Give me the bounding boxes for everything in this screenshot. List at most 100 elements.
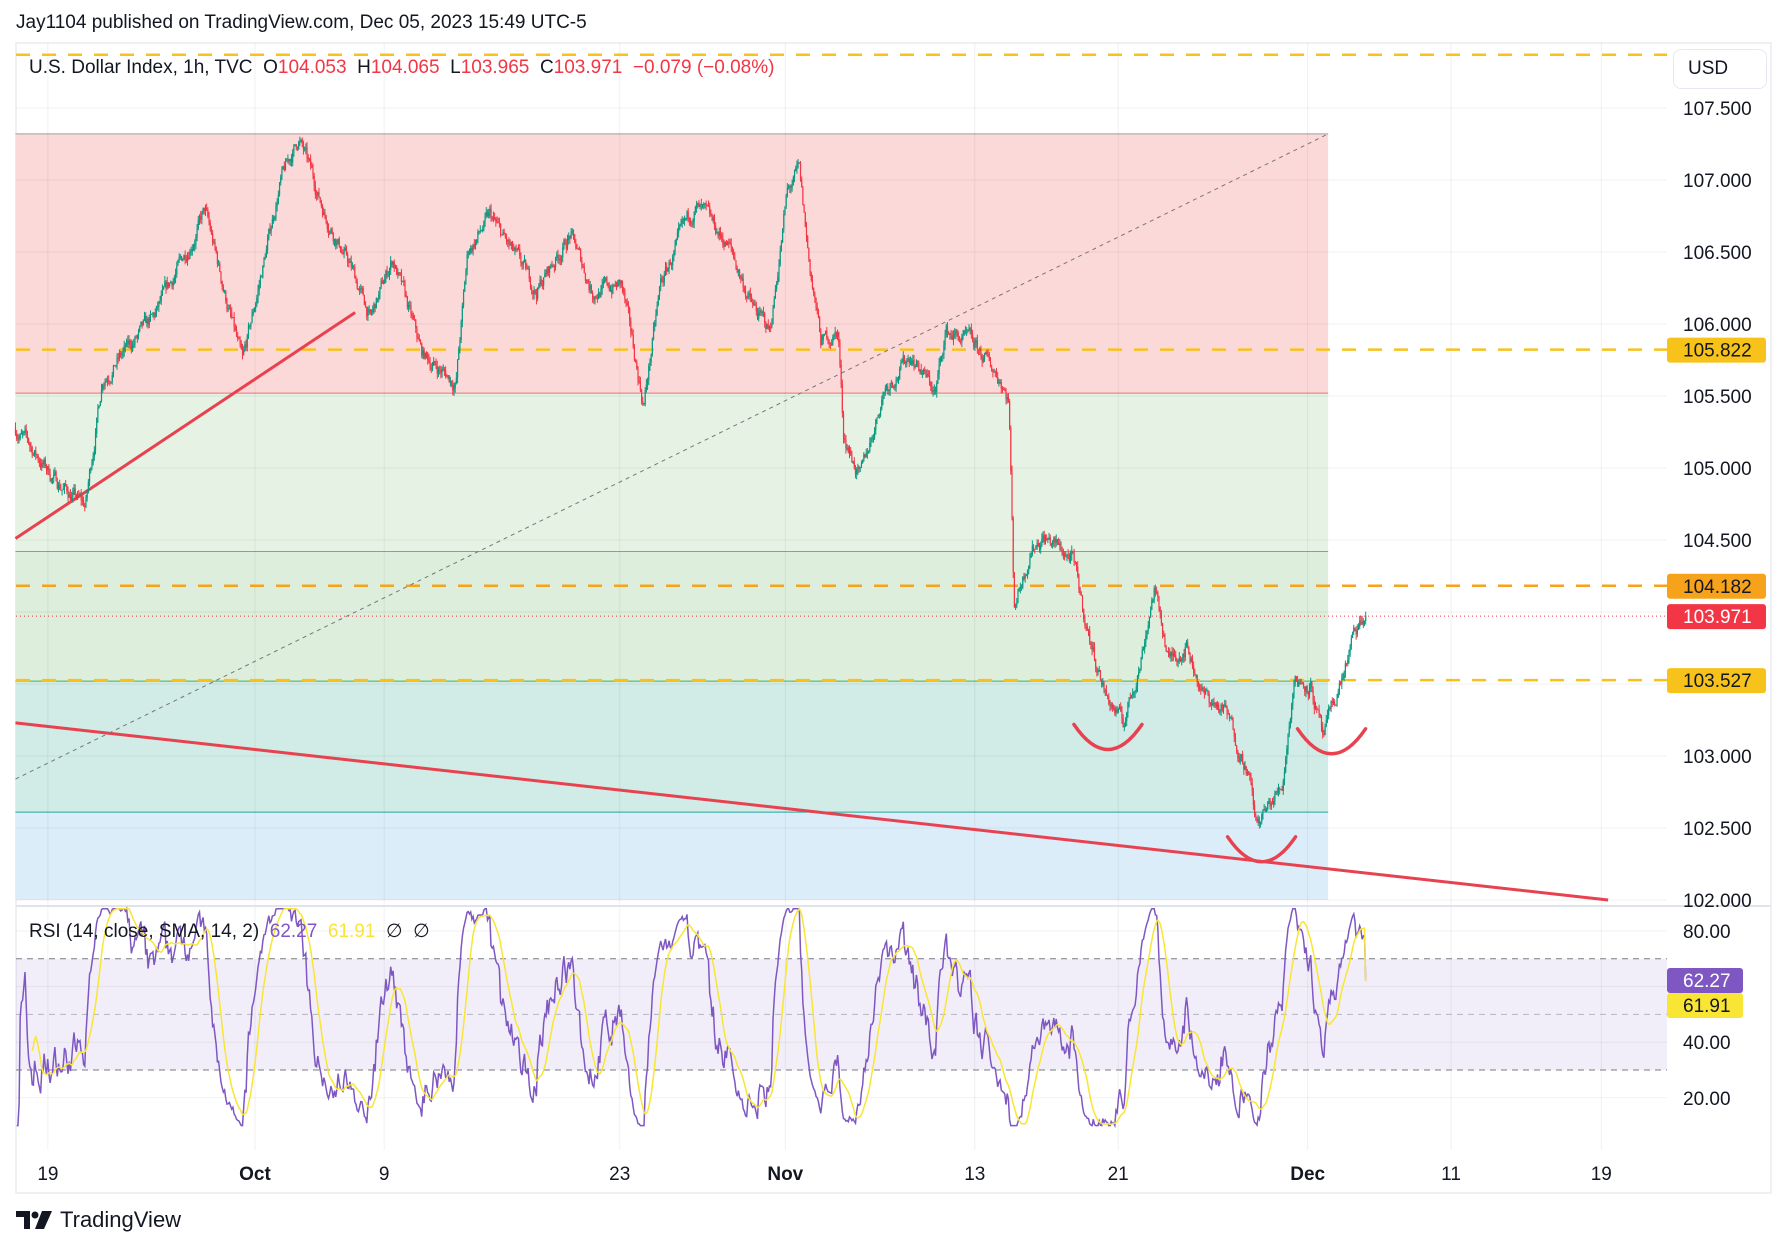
- candle-body: [441, 370, 443, 373]
- candle-body: [154, 313, 156, 317]
- candle-body: [1197, 682, 1200, 686]
- candle-body: [607, 282, 609, 287]
- price-level-badge[interactable]: [1667, 573, 1766, 599]
- fib-zone[interactable]: [15, 681, 1329, 813]
- candle-body: [834, 331, 836, 334]
- candle-body: [411, 313, 413, 317]
- candle-body: [60, 488, 62, 491]
- candle-body: [707, 205, 710, 207]
- candle-body: [272, 218, 275, 220]
- candle-body: [666, 267, 668, 272]
- candle-body: [183, 255, 185, 260]
- smile-arc-drawing[interactable]: [1072, 722, 1144, 752]
- candle-body: [658, 286, 661, 296]
- candle-body: [415, 319, 417, 329]
- candle-body: [1268, 800, 1270, 802]
- candle-body: [216, 252, 219, 264]
- candle-body: [1336, 697, 1338, 705]
- candle-body: [946, 325, 949, 334]
- candle-body: [468, 251, 471, 253]
- candle-body: [147, 319, 149, 325]
- candle-body: [949, 333, 951, 335]
- time-tick-label: 19: [1591, 1164, 1612, 1185]
- fib-zone[interactable]: [15, 812, 1329, 900]
- candle-body: [667, 269, 669, 272]
- candle-body: [866, 452, 869, 454]
- axes[interactable]: 107.500 107.000 106.500 106.000 105.500 105.0…: [37, 99, 1766, 1185]
- candle-body: [854, 467, 857, 475]
- change-value: −0.079 (−0.08%): [632, 57, 775, 78]
- candle-body: [777, 276, 779, 284]
- price-level-badge[interactable]: [1667, 668, 1766, 694]
- candle-body: [159, 300, 161, 302]
- price-tick-label: 103.000: [1683, 747, 1752, 768]
- candle-body: [819, 317, 821, 332]
- candle-body: [721, 234, 723, 238]
- candle-body: [756, 311, 759, 319]
- candle-body: [1251, 782, 1253, 792]
- fib-retracement[interactable]: [15, 133, 1329, 900]
- candle-body: [116, 357, 118, 366]
- candle-body: [336, 243, 338, 246]
- candle-body: [348, 262, 350, 264]
- price-level-badge[interactable]: [1667, 337, 1766, 363]
- candle-body: [167, 282, 170, 286]
- candle-body: [110, 381, 112, 383]
- candle-body: [1147, 625, 1149, 631]
- candle-body: [1239, 756, 1241, 762]
- candle-body: [1097, 671, 1099, 673]
- tradingview-logo[interactable]: TradingView: [16, 1207, 181, 1233]
- candle-body: [1308, 687, 1311, 695]
- candle-body: [157, 306, 159, 307]
- candle-body: [1317, 708, 1319, 711]
- candle-body: [1146, 630, 1148, 636]
- candle-body: [673, 252, 675, 258]
- candle-body: [1176, 660, 1178, 662]
- candle-body: [81, 500, 83, 501]
- candle-body: [1304, 686, 1306, 692]
- fib-trend-line[interactable]: [15, 133, 1329, 780]
- rsi-legend[interactable]: RSI (14, close, SMA, 14, 2) 62.27 61.91 …: [29, 920, 430, 943]
- fib-zone[interactable]: [15, 551, 1329, 682]
- trend-line[interactable]: [14, 311, 356, 540]
- candle-body: [1071, 550, 1073, 556]
- candle-body: [943, 344, 945, 356]
- candle-body: [1031, 546, 1033, 555]
- candle-body: [241, 349, 244, 355]
- smile-arc-drawing[interactable]: [1295, 727, 1368, 756]
- candle-body: [799, 162, 802, 180]
- candle-body: [609, 289, 612, 291]
- candle-body: [213, 242, 215, 243]
- candle-body: [1038, 546, 1041, 550]
- candle-body: [905, 361, 907, 364]
- candle-body: [92, 456, 94, 464]
- symbol-legend[interactable]: U.S. Dollar Index, 1h, TVC O104.053 H104…: [29, 57, 774, 79]
- candle-body: [56, 481, 58, 489]
- last-price-badge[interactable]: [1667, 604, 1766, 630]
- rsi-tick-label: 20.00: [1683, 1089, 1731, 1110]
- candle-body: [1201, 687, 1203, 690]
- candle-body: [944, 334, 946, 345]
- smile-arc-drawing[interactable]: [1225, 835, 1298, 864]
- candle-body: [922, 369, 925, 374]
- candle-body: [1353, 627, 1355, 632]
- candle-body: [1293, 682, 1295, 695]
- candle-body: [1011, 471, 1013, 519]
- candle-body: [1067, 554, 1069, 556]
- candle-body: [1277, 788, 1280, 793]
- trend-line[interactable]: [15, 721, 1609, 902]
- currency-button[interactable]: USD: [1673, 49, 1767, 89]
- candle-body: [288, 159, 290, 162]
- candle-body: [1332, 701, 1335, 704]
- candle-body: [1029, 557, 1031, 566]
- candle-body: [277, 194, 279, 204]
- candle-body: [306, 147, 308, 158]
- candle-body: [196, 228, 198, 237]
- drawings[interactable]: [14, 53, 1667, 902]
- candle-body: [1287, 733, 1289, 750]
- candle-body: [86, 490, 88, 498]
- candle-body: [271, 219, 273, 229]
- fib-zone[interactable]: [15, 393, 1329, 552]
- candle-body: [608, 286, 610, 291]
